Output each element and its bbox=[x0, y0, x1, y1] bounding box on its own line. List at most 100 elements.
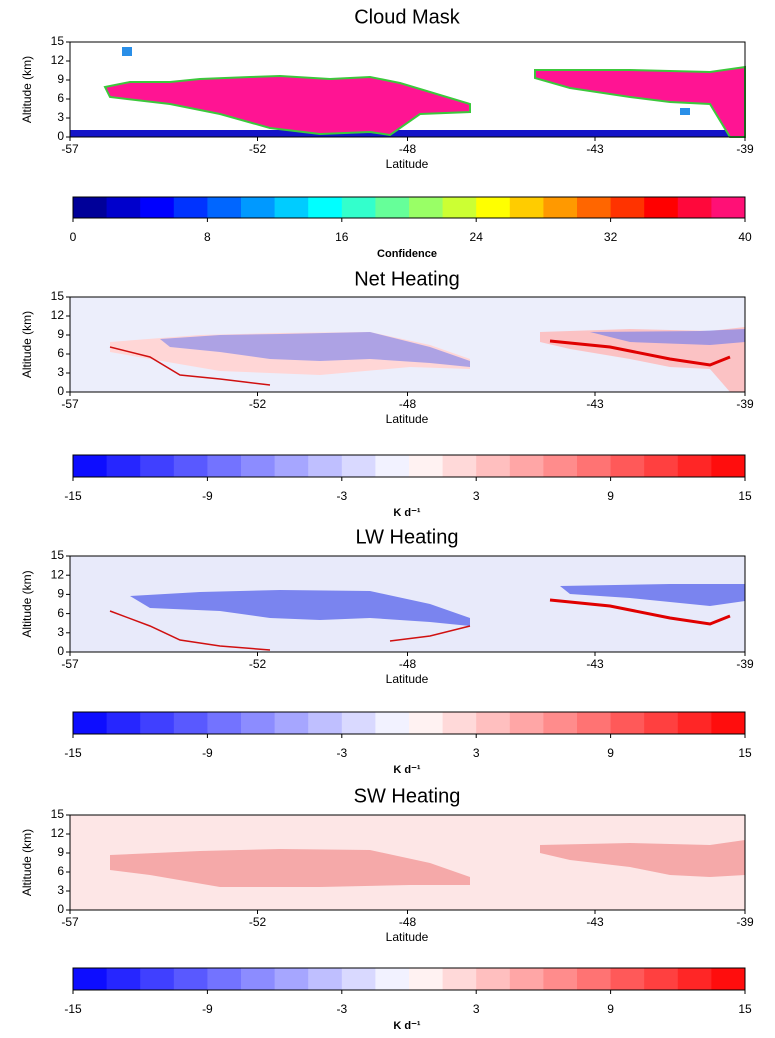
y-tick-label: 15 bbox=[51, 289, 65, 303]
x-tick-label: -52 bbox=[249, 397, 267, 411]
colorbar-tick-label: -3 bbox=[336, 489, 347, 503]
y-axis-label: Altitude (km) bbox=[20, 56, 34, 123]
y-tick-label: 6 bbox=[57, 864, 64, 878]
colorbar-segment bbox=[375, 712, 410, 734]
colorbar-segment bbox=[610, 197, 645, 218]
x-tick-label: -43 bbox=[586, 397, 604, 411]
y-tick-label: 6 bbox=[57, 606, 64, 620]
x-axis-label: Latitude bbox=[386, 157, 429, 171]
colorbar-segment bbox=[476, 455, 511, 477]
colorbar-segment bbox=[274, 968, 309, 990]
x-tick-label: -43 bbox=[586, 657, 604, 671]
colorbar-segment bbox=[241, 455, 276, 477]
colorbar-segment bbox=[73, 197, 108, 218]
colorbar-segment bbox=[409, 455, 444, 477]
colorbar-segment bbox=[577, 712, 612, 734]
colorbar-tick-label: 24 bbox=[470, 230, 484, 244]
colorbar-segment bbox=[308, 455, 343, 477]
colorbar-segment bbox=[610, 455, 645, 477]
colorbar-segment bbox=[173, 197, 208, 218]
chart-title: Net Heating bbox=[354, 268, 460, 290]
colorbar-segment bbox=[274, 455, 309, 477]
colorbar-segment bbox=[509, 968, 544, 990]
colorbar-segment bbox=[711, 968, 746, 990]
x-axis-label: Latitude bbox=[386, 412, 429, 426]
colorbar-tick-label: 15 bbox=[738, 1002, 752, 1016]
colorbar-tick-label: -15 bbox=[64, 489, 82, 503]
x-tick-label: -57 bbox=[61, 657, 79, 671]
x-tick-label: -57 bbox=[61, 142, 79, 156]
colorbar-segment bbox=[375, 197, 410, 218]
colorbar-segment bbox=[207, 455, 242, 477]
colorbar-segment bbox=[409, 968, 444, 990]
cloud-mask-image bbox=[70, 47, 746, 138]
x-axis-label: Latitude bbox=[386, 930, 429, 944]
colorbar-segment bbox=[140, 455, 175, 477]
colorbar-segment bbox=[106, 455, 141, 477]
colorbar-tick-label: -9 bbox=[202, 1002, 213, 1016]
colorbar-segment bbox=[610, 712, 645, 734]
colorbar-segment bbox=[442, 712, 477, 734]
y-tick-label: 9 bbox=[57, 845, 64, 859]
x-tick-label: -52 bbox=[249, 915, 267, 929]
colorbar-segment bbox=[577, 197, 612, 218]
colorbar-segment bbox=[644, 712, 679, 734]
x-tick-label: -52 bbox=[249, 657, 267, 671]
y-tick-label: 3 bbox=[57, 883, 64, 897]
x-tick-label: -43 bbox=[586, 142, 604, 156]
colorbar-tick-label: 16 bbox=[335, 230, 349, 244]
colorbar-segment bbox=[476, 712, 511, 734]
colorbar-segment bbox=[375, 455, 410, 477]
colorbar-frame bbox=[72, 454, 746, 478]
x-tick-label: -57 bbox=[61, 397, 79, 411]
colorbar-segment bbox=[274, 197, 309, 218]
y-tick-label: 12 bbox=[51, 53, 65, 67]
colorbar-frame bbox=[72, 967, 746, 991]
colorbar-segment bbox=[73, 712, 108, 734]
colorbar-segment bbox=[543, 712, 578, 734]
x-tick-label: -48 bbox=[399, 657, 417, 671]
colorbar-segment bbox=[241, 197, 276, 218]
y-axis-label: Altitude (km) bbox=[20, 829, 34, 896]
colorbar-tick-label: 15 bbox=[738, 746, 752, 760]
x-tick-label: -39 bbox=[736, 142, 754, 156]
colorbar-tick-label: -3 bbox=[336, 1002, 347, 1016]
colorbar-segment bbox=[341, 197, 376, 218]
colorbar-segment bbox=[711, 455, 746, 477]
y-tick-label: 6 bbox=[57, 91, 64, 105]
colorbar-segment bbox=[341, 712, 376, 734]
y-tick-label: 0 bbox=[57, 902, 64, 916]
colorbar-segment bbox=[375, 968, 410, 990]
colorbar-tick-label: 15 bbox=[738, 489, 752, 503]
colorbar-segment bbox=[442, 968, 477, 990]
y-tick-label: 0 bbox=[57, 384, 64, 398]
x-tick-label: -39 bbox=[736, 657, 754, 671]
colorbar-segment bbox=[173, 455, 208, 477]
colorbar-segment bbox=[241, 712, 276, 734]
y-tick-label: 15 bbox=[51, 548, 65, 562]
y-axis-label: Altitude (km) bbox=[20, 311, 34, 378]
y-tick-label: 9 bbox=[57, 587, 64, 601]
colorbar-segment bbox=[509, 712, 544, 734]
colorbar-tick-label: 0 bbox=[70, 230, 77, 244]
colorbar-segment bbox=[173, 968, 208, 990]
colorbar-tick-label: 3 bbox=[473, 1002, 480, 1016]
colorbar-segment bbox=[207, 968, 242, 990]
colorbar-frame bbox=[72, 196, 746, 219]
x-tick-label: -39 bbox=[736, 915, 754, 929]
x-tick-label: -57 bbox=[61, 915, 79, 929]
colorbar-label: K d⁻¹ bbox=[393, 764, 421, 776]
colorbar-segment bbox=[610, 968, 645, 990]
colorbar-segment bbox=[106, 712, 141, 734]
colorbar-segment bbox=[476, 197, 511, 218]
colorbar-segment bbox=[577, 968, 612, 990]
colorbar-segment bbox=[677, 455, 712, 477]
x-tick-label: -48 bbox=[399, 915, 417, 929]
colorbar-segment bbox=[140, 197, 175, 218]
lw-heating-image bbox=[70, 556, 745, 652]
colorbar-segment bbox=[543, 197, 578, 218]
y-tick-label: 12 bbox=[51, 308, 65, 322]
colorbar-tick-label: 9 bbox=[607, 489, 614, 503]
colorbar-segment bbox=[409, 197, 444, 218]
